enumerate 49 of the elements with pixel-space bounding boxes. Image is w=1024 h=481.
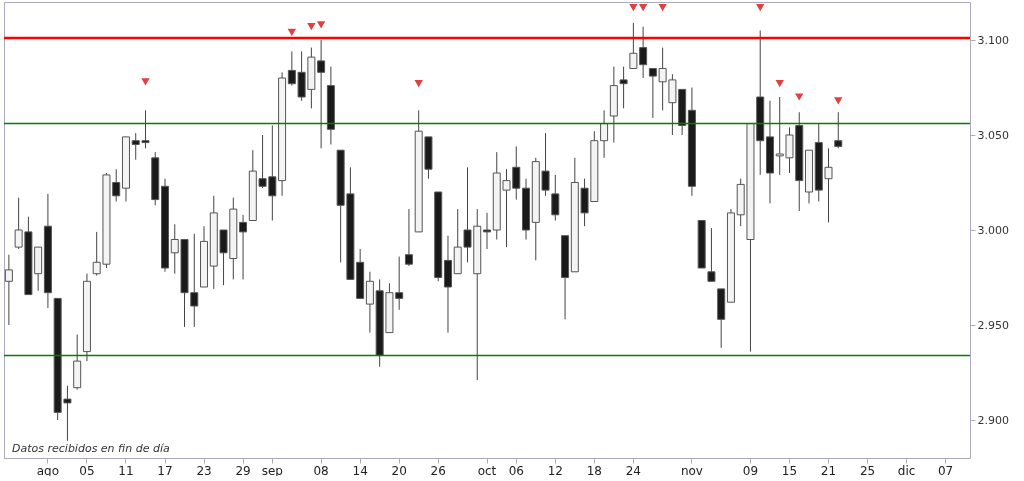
x-tick-label: 14	[352, 463, 368, 478]
candlestick	[834, 111, 843, 149]
y-tick-label: 3.000	[977, 223, 1009, 237]
candlestick	[404, 208, 413, 267]
x-tick-label: 11	[118, 463, 134, 478]
x-tick-label: 20	[391, 463, 407, 478]
point	[307, 23, 316, 31]
candlestick	[4, 254, 13, 326]
y-tick-label: 2.900	[977, 413, 1009, 427]
x-tick-label: oct	[477, 463, 497, 478]
x-tick-label: 29	[235, 463, 251, 478]
x-tick-label: 15	[781, 463, 798, 478]
x-tick-label: 12	[547, 463, 563, 478]
x-tick-label: 05	[79, 463, 95, 478]
candlestick	[365, 271, 374, 334]
x-tick-label: 18	[586, 463, 602, 478]
x-tick-label: 26	[430, 463, 446, 478]
point	[658, 4, 667, 12]
candlestick	[483, 212, 491, 250]
y-tick-label: 3.100	[977, 33, 1009, 47]
candlestick	[619, 66, 628, 109]
candlestick	[600, 109, 609, 159]
x-tick-label: 21	[820, 463, 837, 478]
x-tick-label: 06	[508, 463, 524, 478]
point	[756, 4, 765, 12]
x-tick-label: 25	[859, 463, 876, 478]
y-tick-label: 3.050	[977, 128, 1009, 142]
x-tick-label: 17	[157, 463, 173, 478]
point	[629, 4, 638, 12]
point	[775, 80, 784, 88]
candlestick	[707, 227, 716, 282]
y-tick-label: 2.950	[977, 318, 1009, 332]
x-tick-label: 07	[937, 463, 954, 478]
point	[414, 80, 423, 88]
point	[795, 93, 804, 101]
point	[141, 78, 150, 86]
x-tick-label: 24	[625, 463, 641, 478]
x-tick-label: nov	[680, 463, 703, 478]
point	[316, 21, 326, 29]
x-tick-label: 08	[313, 463, 329, 478]
point	[638, 4, 648, 12]
candlestick	[551, 174, 560, 221]
candlestick	[239, 214, 248, 280]
point	[834, 97, 843, 105]
annotation: Datos recibidos en fin de día	[12, 442, 170, 455]
point	[287, 28, 297, 37]
x-tick-label: 23	[196, 463, 212, 478]
x-tick-label: dic	[897, 463, 916, 478]
x-tick-label: 09	[742, 463, 759, 478]
